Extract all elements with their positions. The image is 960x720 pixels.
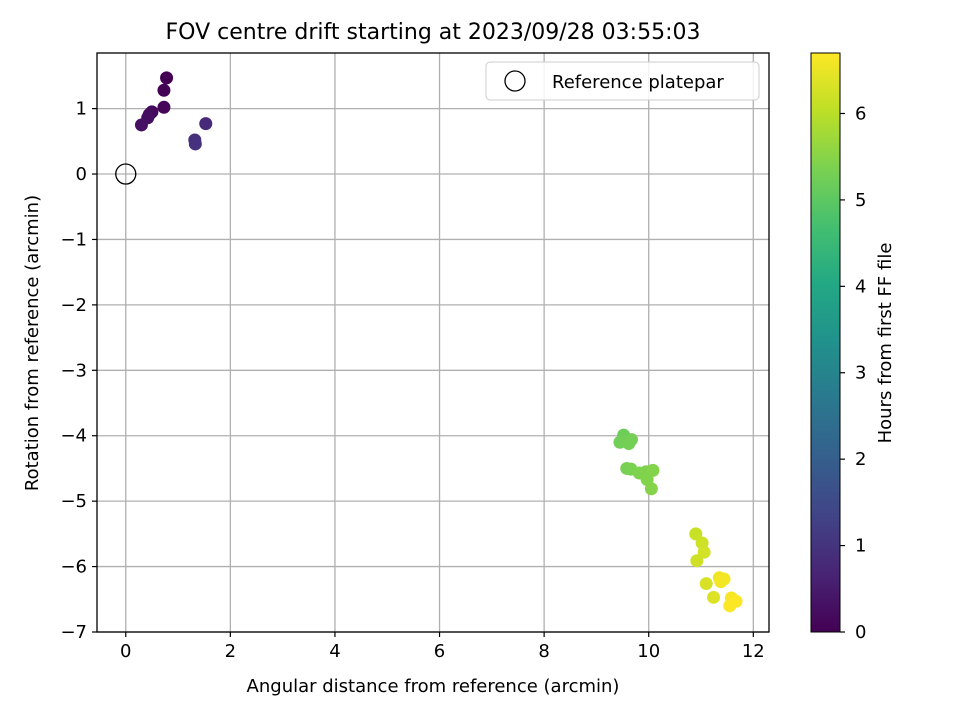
reference-marker-layer: [115, 163, 137, 185]
data-point: [157, 100, 171, 114]
colorbar-tick-label: 3: [855, 363, 866, 384]
data-point: [697, 545, 711, 559]
y-tick-label: 0: [76, 164, 87, 185]
colorbar-tick-label: 2: [855, 449, 866, 470]
data-point: [723, 599, 737, 613]
y-tick-label: −6: [60, 557, 87, 578]
x-tick-label: 0: [120, 641, 131, 662]
legend: Reference platepar: [485, 61, 760, 101]
data-point: [622, 437, 636, 451]
colorbar-gradient: [810, 52, 841, 633]
data-point: [157, 83, 171, 97]
data-point: [134, 118, 148, 132]
colorbar-tick-label: 4: [855, 276, 866, 297]
chart-title: FOV centre drift starting at 2023/09/28 …: [166, 20, 701, 45]
data-points: [134, 71, 743, 613]
x-tick-label: 4: [329, 641, 340, 662]
y-axis-ticks: 1 0 −1 −2 −3 −4 −5 −6 −7: [60, 99, 97, 643]
data-point: [699, 577, 713, 591]
y-axis-label: Rotation from reference (arcmin): [22, 195, 43, 491]
data-point: [160, 71, 174, 85]
data-point: [188, 137, 202, 151]
y-tick-label: 1: [76, 99, 87, 120]
colorbar-tick-label: 6: [855, 103, 866, 124]
data-point: [689, 527, 703, 541]
data-point: [714, 575, 728, 589]
grid-lines: [97, 53, 769, 633]
y-tick-label: −3: [60, 360, 87, 381]
legend-label-reference: Reference platepar: [552, 72, 724, 93]
x-axis-ticks: 0 2 4 6 8 10 12: [120, 632, 765, 662]
x-tick-label: 6: [434, 641, 445, 662]
plot-frame: [96, 52, 770, 633]
colorbar-ticks: 0 1 2 3 4 5 6: [840, 103, 866, 643]
x-tick-label: 8: [538, 641, 549, 662]
colorbar: 0 1 2 3 4 5 6 Hours from first FF file: [810, 52, 896, 643]
x-axis-label: Angular distance from reference (arcmin): [247, 676, 620, 697]
colorbar-tick-label: 1: [855, 536, 866, 557]
colorbar-tick-label: 0: [855, 622, 866, 643]
legend-box: [485, 61, 760, 101]
x-tick-label: 2: [225, 641, 236, 662]
data-point: [690, 554, 704, 568]
data-point: [199, 117, 213, 131]
y-tick-label: −2: [60, 295, 87, 316]
y-tick-label: −5: [60, 491, 87, 512]
data-point: [707, 590, 721, 604]
colorbar-label: Hours from first FF file: [875, 243, 896, 444]
x-tick-label: 12: [742, 641, 765, 662]
reference-platepar-marker: [115, 163, 137, 185]
data-point: [644, 482, 658, 496]
y-tick-label: −7: [60, 622, 87, 643]
y-tick-label: −4: [60, 426, 87, 447]
colorbar-tick-label: 5: [855, 190, 866, 211]
y-tick-label: −1: [60, 229, 87, 250]
x-tick-label: 10: [637, 641, 660, 662]
legend-reference-marker: [504, 70, 526, 92]
